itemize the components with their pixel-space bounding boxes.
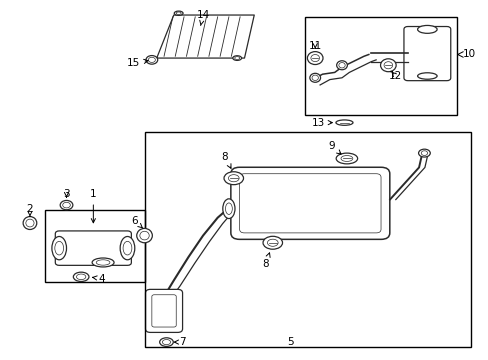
- Ellipse shape: [146, 55, 158, 64]
- Ellipse shape: [380, 59, 395, 72]
- Text: 15: 15: [126, 58, 148, 68]
- FancyBboxPatch shape: [55, 231, 131, 265]
- Text: 4: 4: [92, 274, 104, 284]
- Ellipse shape: [417, 73, 436, 79]
- Ellipse shape: [137, 228, 152, 243]
- Ellipse shape: [234, 57, 239, 59]
- Ellipse shape: [311, 75, 318, 81]
- Ellipse shape: [267, 239, 278, 246]
- Ellipse shape: [123, 241, 132, 255]
- Ellipse shape: [420, 151, 427, 156]
- Bar: [305, 17, 456, 116]
- Ellipse shape: [140, 231, 149, 240]
- Ellipse shape: [60, 201, 73, 210]
- Ellipse shape: [96, 260, 110, 265]
- Ellipse shape: [417, 26, 436, 33]
- Ellipse shape: [55, 241, 63, 255]
- Ellipse shape: [307, 51, 323, 64]
- Ellipse shape: [174, 11, 183, 15]
- FancyBboxPatch shape: [239, 174, 380, 233]
- Text: 3: 3: [63, 189, 70, 199]
- Text: 14: 14: [196, 10, 209, 26]
- Ellipse shape: [225, 203, 232, 215]
- Bar: [144, 132, 470, 347]
- Text: 9: 9: [327, 141, 340, 154]
- Text: 8: 8: [221, 152, 230, 168]
- Text: 6: 6: [131, 216, 143, 228]
- Ellipse shape: [62, 202, 70, 208]
- Ellipse shape: [162, 339, 170, 345]
- Ellipse shape: [232, 56, 241, 60]
- Ellipse shape: [73, 272, 89, 282]
- Ellipse shape: [340, 156, 352, 161]
- Text: 10: 10: [462, 49, 475, 59]
- Text: 8: 8: [262, 253, 269, 269]
- Text: 12: 12: [388, 71, 402, 81]
- Ellipse shape: [148, 57, 155, 62]
- Text: 7: 7: [174, 337, 185, 347]
- Ellipse shape: [336, 61, 346, 70]
- Ellipse shape: [176, 12, 181, 14]
- Ellipse shape: [418, 149, 429, 157]
- Ellipse shape: [383, 62, 392, 69]
- Ellipse shape: [263, 236, 282, 249]
- Ellipse shape: [159, 338, 173, 346]
- Text: 11: 11: [308, 41, 321, 50]
- Ellipse shape: [23, 217, 37, 229]
- Bar: [44, 211, 144, 282]
- Ellipse shape: [335, 120, 352, 125]
- Ellipse shape: [76, 274, 86, 280]
- Text: 5: 5: [287, 337, 294, 347]
- Ellipse shape: [224, 172, 243, 185]
- FancyBboxPatch shape: [230, 167, 389, 239]
- FancyBboxPatch shape: [152, 295, 176, 327]
- FancyBboxPatch shape: [145, 289, 182, 332]
- Text: 1: 1: [90, 189, 97, 223]
- Ellipse shape: [338, 63, 345, 68]
- Ellipse shape: [223, 199, 235, 219]
- Ellipse shape: [120, 237, 135, 260]
- Ellipse shape: [310, 54, 319, 62]
- Ellipse shape: [26, 219, 34, 227]
- Text: 13: 13: [311, 118, 332, 128]
- FancyBboxPatch shape: [403, 27, 450, 81]
- Ellipse shape: [309, 73, 320, 82]
- Ellipse shape: [228, 175, 239, 182]
- Text: 2: 2: [26, 204, 33, 216]
- Ellipse shape: [92, 258, 114, 267]
- Ellipse shape: [52, 237, 66, 260]
- Ellipse shape: [335, 153, 357, 164]
